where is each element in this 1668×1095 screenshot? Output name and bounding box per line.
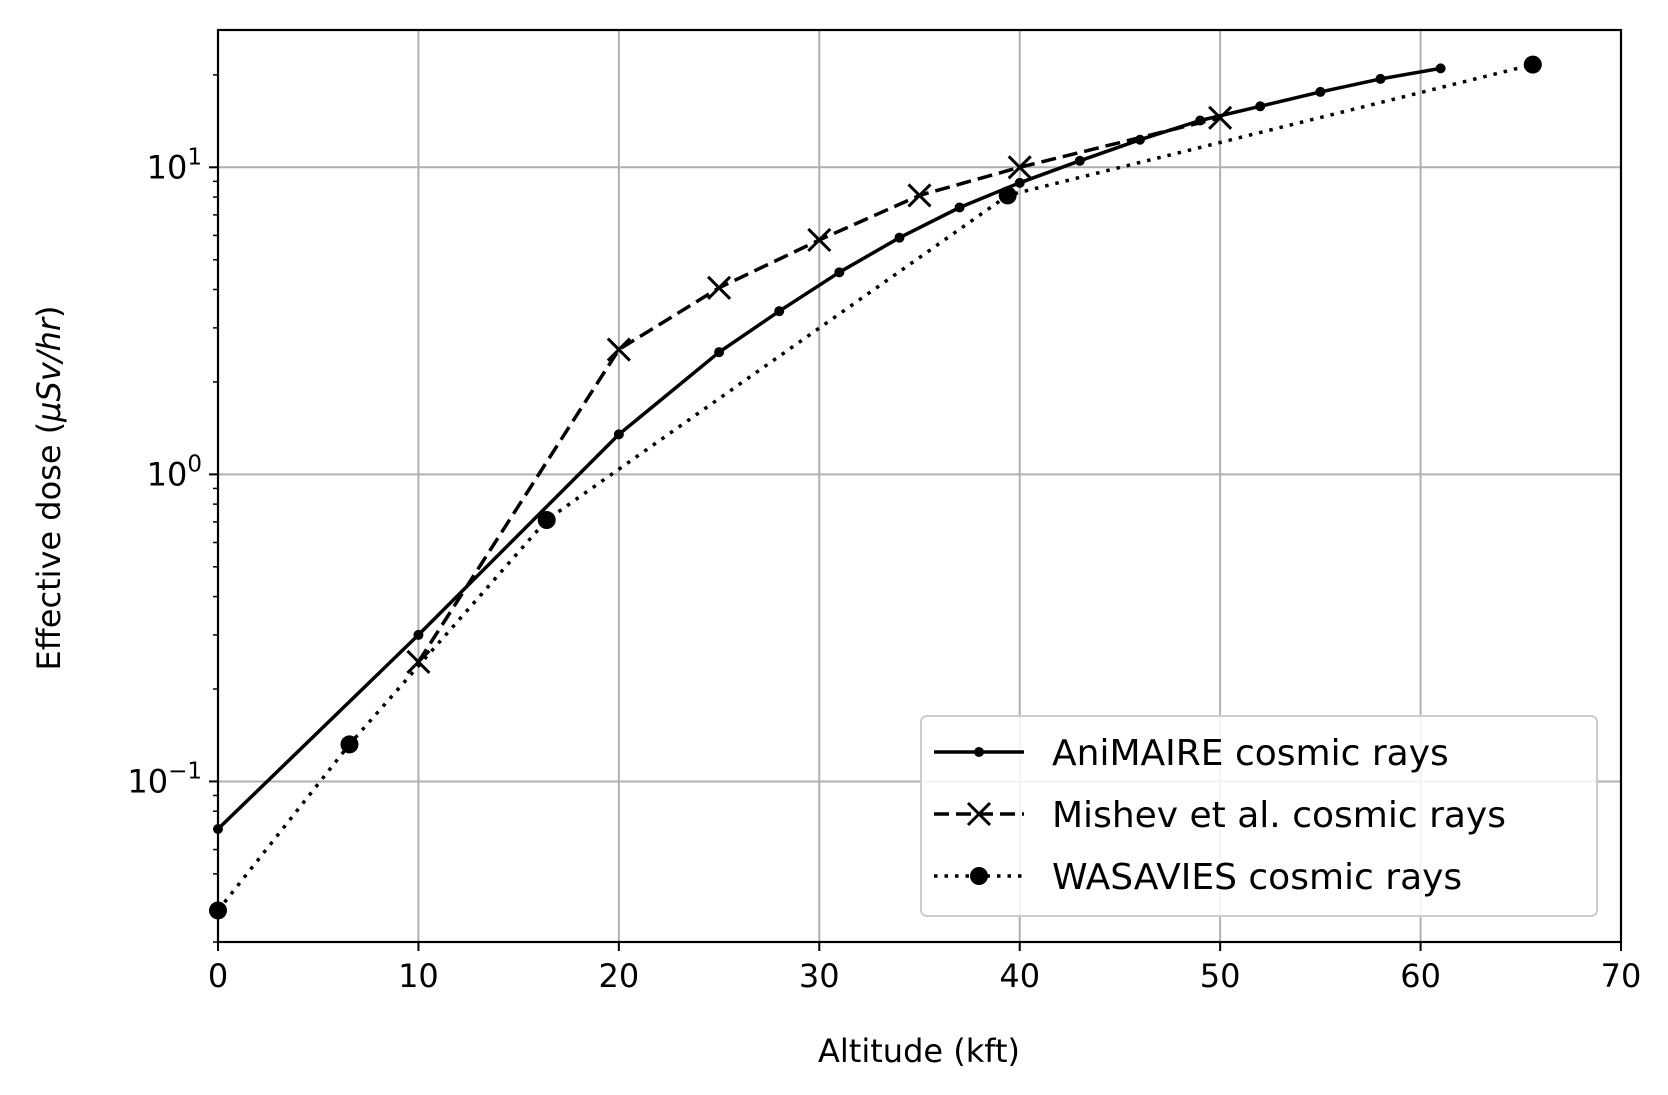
data-point (1255, 101, 1266, 112)
data-point (807, 227, 832, 253)
data-point (537, 511, 556, 530)
legend-label-animaire: AniMAIRE cosmic rays (1052, 733, 1449, 774)
x-tick-label: 10 (398, 957, 439, 995)
data-point (707, 275, 732, 300)
data-point (954, 202, 965, 213)
legend-entry-mishev: Mishev et al. cosmic rays (934, 795, 1506, 836)
data-point (613, 429, 624, 440)
data-point (1315, 86, 1326, 97)
data-point (1208, 105, 1233, 130)
data-point (1014, 177, 1025, 188)
ticks (209, 74, 1622, 951)
legend-entry-wasavies: WASAVIES cosmic rays (934, 857, 1462, 898)
grid (217, 30, 1622, 942)
data-point (714, 347, 725, 358)
y-axis-label-main: Effective dose ( (30, 422, 68, 671)
y-axis-label: Effective dose (µSv/hr) (30, 306, 68, 671)
x-tick-label: 40 (999, 957, 1040, 995)
x-tick-label: 50 (1200, 957, 1241, 995)
legend-label-mishev: Mishev et al. cosmic rays (1052, 795, 1506, 836)
legend-label-wasavies: WASAVIES cosmic rays (1052, 857, 1462, 898)
data-point (606, 337, 631, 362)
data-point (907, 183, 932, 208)
data-point (1007, 155, 1032, 180)
y-axis-label-end: ) (30, 306, 68, 318)
tick-labels: 0 10 20 30 40 50 60 70 101 100 10−1 (127, 144, 1641, 995)
series-line-0 (216, 66, 1441, 831)
data-point (1375, 73, 1386, 84)
x-tick-label: 20 (598, 957, 639, 995)
x-tick-label: 70 (1601, 957, 1642, 995)
series-layer (209, 55, 1542, 920)
legend-marker-wasavies (970, 867, 988, 885)
x-axis-label: Altitude (kft) (818, 1032, 1020, 1070)
y-tick-label: 101 (147, 144, 202, 186)
x-tick-label: 60 (1400, 957, 1441, 995)
x-tick-label: 0 (208, 957, 228, 995)
y-tick-label: 100 (147, 451, 202, 493)
legend-marker-mishev (966, 801, 992, 827)
data-point (340, 735, 359, 754)
data-point (834, 267, 845, 278)
legend: AniMAIRE cosmic rays Mishev et al. cosmi… (920, 715, 1598, 917)
y-axis-label-unit: µSv/hr (30, 316, 68, 423)
plot-frame (216, 28, 1623, 944)
data-point (894, 232, 905, 243)
data-point (1074, 155, 1085, 166)
legend-entry-animaire: AniMAIRE cosmic rays (934, 733, 1449, 774)
data-point (774, 306, 785, 317)
data-point (998, 186, 1017, 205)
data-point (413, 629, 424, 640)
x-tick-label: 30 (799, 957, 840, 995)
data-point (1435, 63, 1446, 74)
data-point (1523, 55, 1542, 74)
data-point (406, 649, 431, 675)
y-tick-label: 10−1 (127, 758, 202, 800)
legend-marker-animaire (974, 747, 984, 757)
legend-box (920, 715, 1598, 917)
